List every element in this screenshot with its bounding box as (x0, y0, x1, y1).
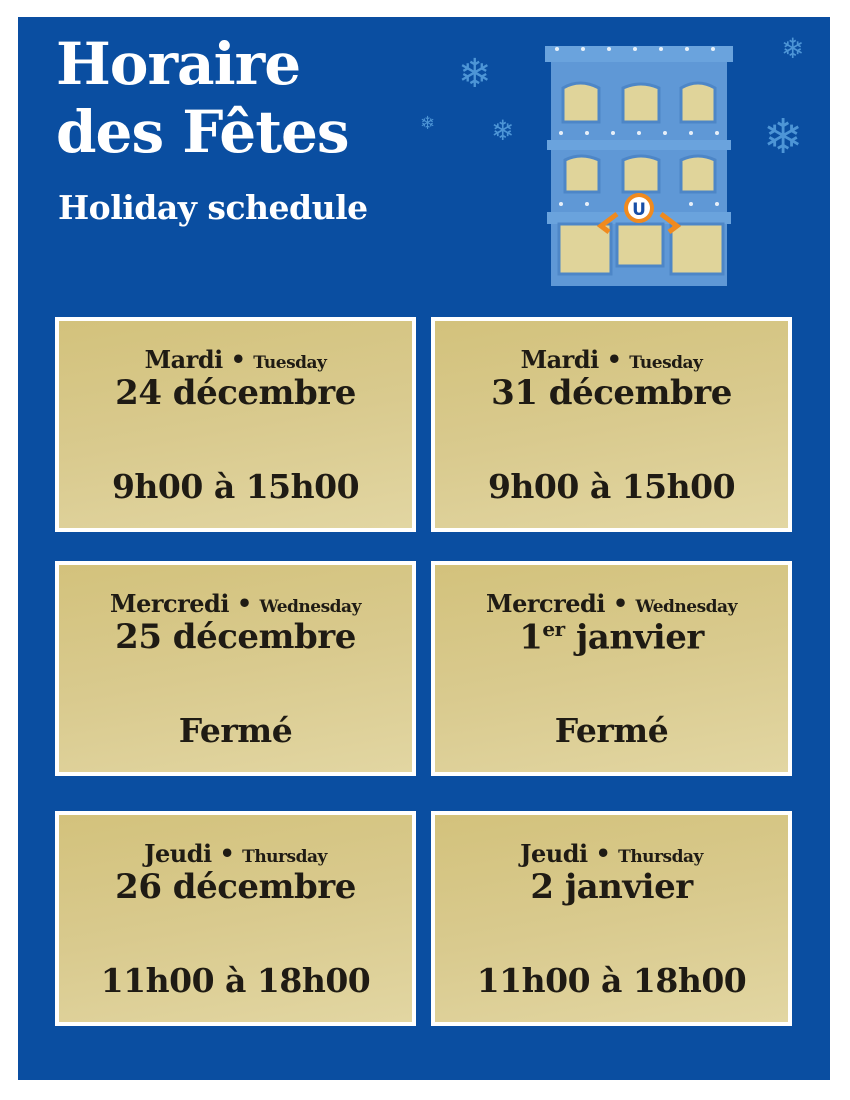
date: 1er janvier (435, 617, 788, 657)
day-french: Mercredi (486, 589, 605, 618)
date: 26 décembre (115, 867, 356, 907)
snowflake-icon: ❄ (491, 114, 515, 147)
date: 2 janvier (530, 867, 693, 907)
date-ordinal: er (542, 617, 565, 641)
day-english: Tuesday (629, 353, 703, 373)
separator: • (612, 589, 628, 618)
day-french: Jeudi (144, 839, 212, 868)
separator: • (236, 589, 252, 618)
page-subtitle: Holiday schedule (58, 188, 368, 227)
day-french: Jeudi (520, 839, 588, 868)
date: 25 décembre (115, 617, 356, 657)
snowflake-icon: ❄ (763, 109, 804, 165)
title-line-1: Horaire (56, 30, 301, 98)
day-french: Mercredi (110, 589, 229, 618)
hours: 9h00 à 15h00 (111, 467, 360, 506)
schedule-card: Jeudi • Thursday 2 janvier 11h00 à 18h00 (431, 811, 792, 1026)
schedule-card: Mercredi • Wednesday 25 décembre Fermé (55, 561, 416, 776)
date: 24 décembre (115, 373, 356, 413)
hours: 11h00 à 18h00 (100, 961, 371, 1000)
hours: Fermé (178, 711, 293, 750)
building-icon: U (545, 46, 733, 286)
schedule-card: Mercredi • Wednesday 1er janvier Fermé (431, 561, 792, 776)
logo-letter: U (632, 200, 646, 220)
schedule-card: Mardi • Tuesday 24 décembre 9h00 à 15h00 (55, 317, 416, 532)
date-month: janvier (564, 617, 704, 658)
separator: • (230, 345, 246, 374)
schedule-card: Jeudi • Thursday 26 décembre 11h00 à 18h… (55, 811, 416, 1026)
hours: 11h00 à 18h00 (476, 961, 747, 1000)
date-number: 1 (519, 617, 543, 658)
day-english: Thursday (242, 847, 327, 867)
date: 31 décembre (491, 373, 732, 413)
day-french: Mardi (520, 345, 600, 374)
separator: • (606, 345, 622, 374)
day-english: Thursday (618, 847, 703, 867)
day-english: Wednesday (635, 597, 738, 617)
separator: • (595, 839, 611, 868)
hours: 9h00 à 15h00 (487, 467, 736, 506)
snowflake-icon: ❄ (781, 32, 805, 65)
page-title: Horaire des Fêtes (56, 30, 350, 166)
day-french: Mardi (144, 345, 224, 374)
hours: Fermé (554, 711, 669, 750)
snowflake-icon: ❄ (458, 51, 492, 97)
title-line-2: des Fêtes (56, 98, 350, 166)
separator: • (219, 839, 235, 868)
day-english: Tuesday (253, 353, 327, 373)
day-english: Wednesday (259, 597, 362, 617)
schedule-card: Mardi • Tuesday 31 décembre 9h00 à 15h00 (431, 317, 792, 532)
snowflake-icon: ❄ (420, 113, 436, 134)
